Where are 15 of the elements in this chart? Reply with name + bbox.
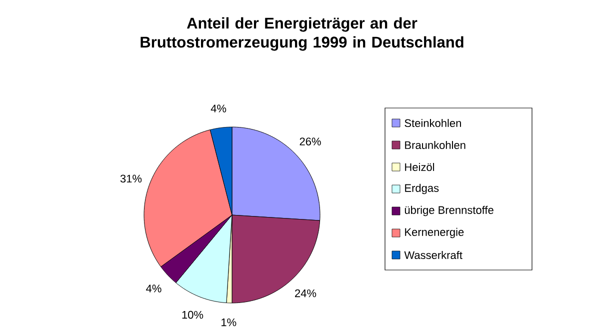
data-label: 4% bbox=[146, 284, 162, 292]
chart-title: Anteil der Energieträger an der Bruttostromerzeugung 1999 in Deutschland bbox=[140, 17, 464, 51]
data-label: 4% bbox=[210, 104, 226, 112]
legend-label: Kernenergie bbox=[405, 228, 464, 238]
data-label: 31% bbox=[120, 174, 142, 183]
legend-label: Erdgas bbox=[405, 184, 439, 194]
data-label: 10% bbox=[182, 310, 204, 319]
data-label: 1% bbox=[222, 318, 236, 326]
data-label: 24% bbox=[295, 289, 316, 298]
data-label: 26% bbox=[300, 138, 321, 146]
legend-label: Steinkohlen bbox=[404, 118, 461, 128]
legend-label: Braunkohlen bbox=[405, 140, 466, 150]
legend-label: Heizöl bbox=[405, 162, 434, 172]
legend-label: übrige Brennstoffe bbox=[404, 206, 494, 216]
legend-label: Wasserkraft bbox=[404, 250, 462, 260]
